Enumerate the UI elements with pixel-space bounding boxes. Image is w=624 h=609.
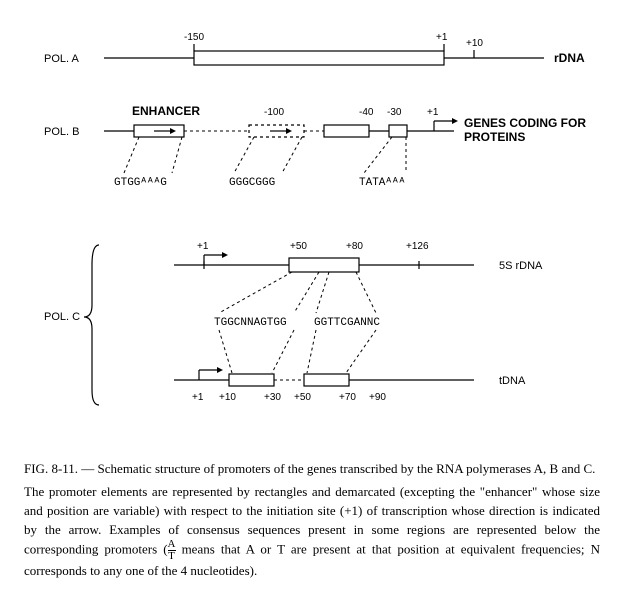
pol-b-pos-4: +1: [427, 107, 439, 118]
pol-b-group: POL. B ENHANCER -100 -40 -30 +1 GENES CO…: [44, 104, 586, 189]
pol-c-group: POL. C +1 +50 +80 +126 5S rDNA TGGCNNAGT…: [44, 241, 543, 405]
polc-top-gene: 5S rDNA: [499, 260, 543, 272]
pol-b-pos-2: -40: [359, 107, 374, 118]
polc-top-t4: +126: [406, 241, 429, 252]
pol-b-gene-1: GENES CODING FOR: [464, 116, 586, 130]
pol-b-pos-3: -30: [387, 107, 402, 118]
polc-bot-t1: +1: [192, 392, 204, 403]
polc-bot-t2: +10: [219, 392, 236, 403]
polc-top-t1: +1: [197, 241, 209, 252]
figure-title: — Schematic structure of promoters of th…: [81, 461, 595, 476]
diagram-area: .lbl { font-family: Arial, sans-serif; f…: [24, 20, 600, 420]
polc-top-t2: +50: [290, 241, 307, 252]
pol-b-arrow: [452, 118, 458, 124]
pol-a-label: POL. A: [44, 53, 80, 65]
pol-a-gene: rDNA: [554, 51, 585, 65]
pol-a-pos-1: -150: [184, 32, 204, 43]
polc-top-t3: +80: [346, 241, 363, 252]
pol-b-box-4: [389, 125, 407, 137]
figure-caption: FIG. 8-11. — Schematic structure of prom…: [24, 460, 600, 581]
polc-bot-t5: +70: [339, 392, 356, 403]
pol-b-gene-2: PROTEINS: [464, 130, 525, 144]
pol-b-seq-3: TATAᴬᴬᴬ: [359, 177, 405, 189]
polc-seq-2: GGTTCGANNC: [314, 317, 380, 329]
polc-bot-t3: +30: [264, 392, 281, 403]
polc-bot-t4: +50: [294, 392, 311, 403]
figure-number: FIG. 8-11.: [24, 461, 78, 476]
pol-b-seq-2: GGGCGGG: [229, 177, 275, 189]
polc-bot-box1: [229, 374, 274, 386]
pol-a-box: [194, 51, 444, 65]
pol-c-label: POL. C: [44, 311, 80, 323]
polc-top-arrow: [222, 252, 228, 258]
polc-bot-gene: tDNA: [499, 375, 526, 387]
promoter-diagram-svg: .lbl { font-family: Arial, sans-serif; f…: [24, 20, 600, 420]
enhancer-label: ENHANCER: [132, 104, 200, 118]
fraction-at: AT: [168, 539, 176, 562]
polc-bot-t6: +90: [369, 392, 386, 403]
polc-bot-box2: [304, 374, 349, 386]
pol-b-label: POL. B: [44, 126, 79, 138]
pol-b-seq-1: GTGGᴬᴬᴬG: [114, 177, 167, 189]
pol-a-pos-2: +1: [436, 32, 448, 43]
pol-c-brace: [84, 245, 99, 405]
polc-top-box: [289, 258, 359, 272]
polc-bot-arrow: [217, 367, 223, 373]
pol-b-box-3: [324, 125, 369, 137]
pol-a-pos-3: +10: [466, 38, 483, 49]
polc-seq-1: TGGCNNAGTGG: [214, 317, 287, 329]
pol-b-pos-1: -100: [264, 107, 284, 118]
pol-a-group: POL. A -150 +1 +10 rDNA: [44, 32, 585, 65]
